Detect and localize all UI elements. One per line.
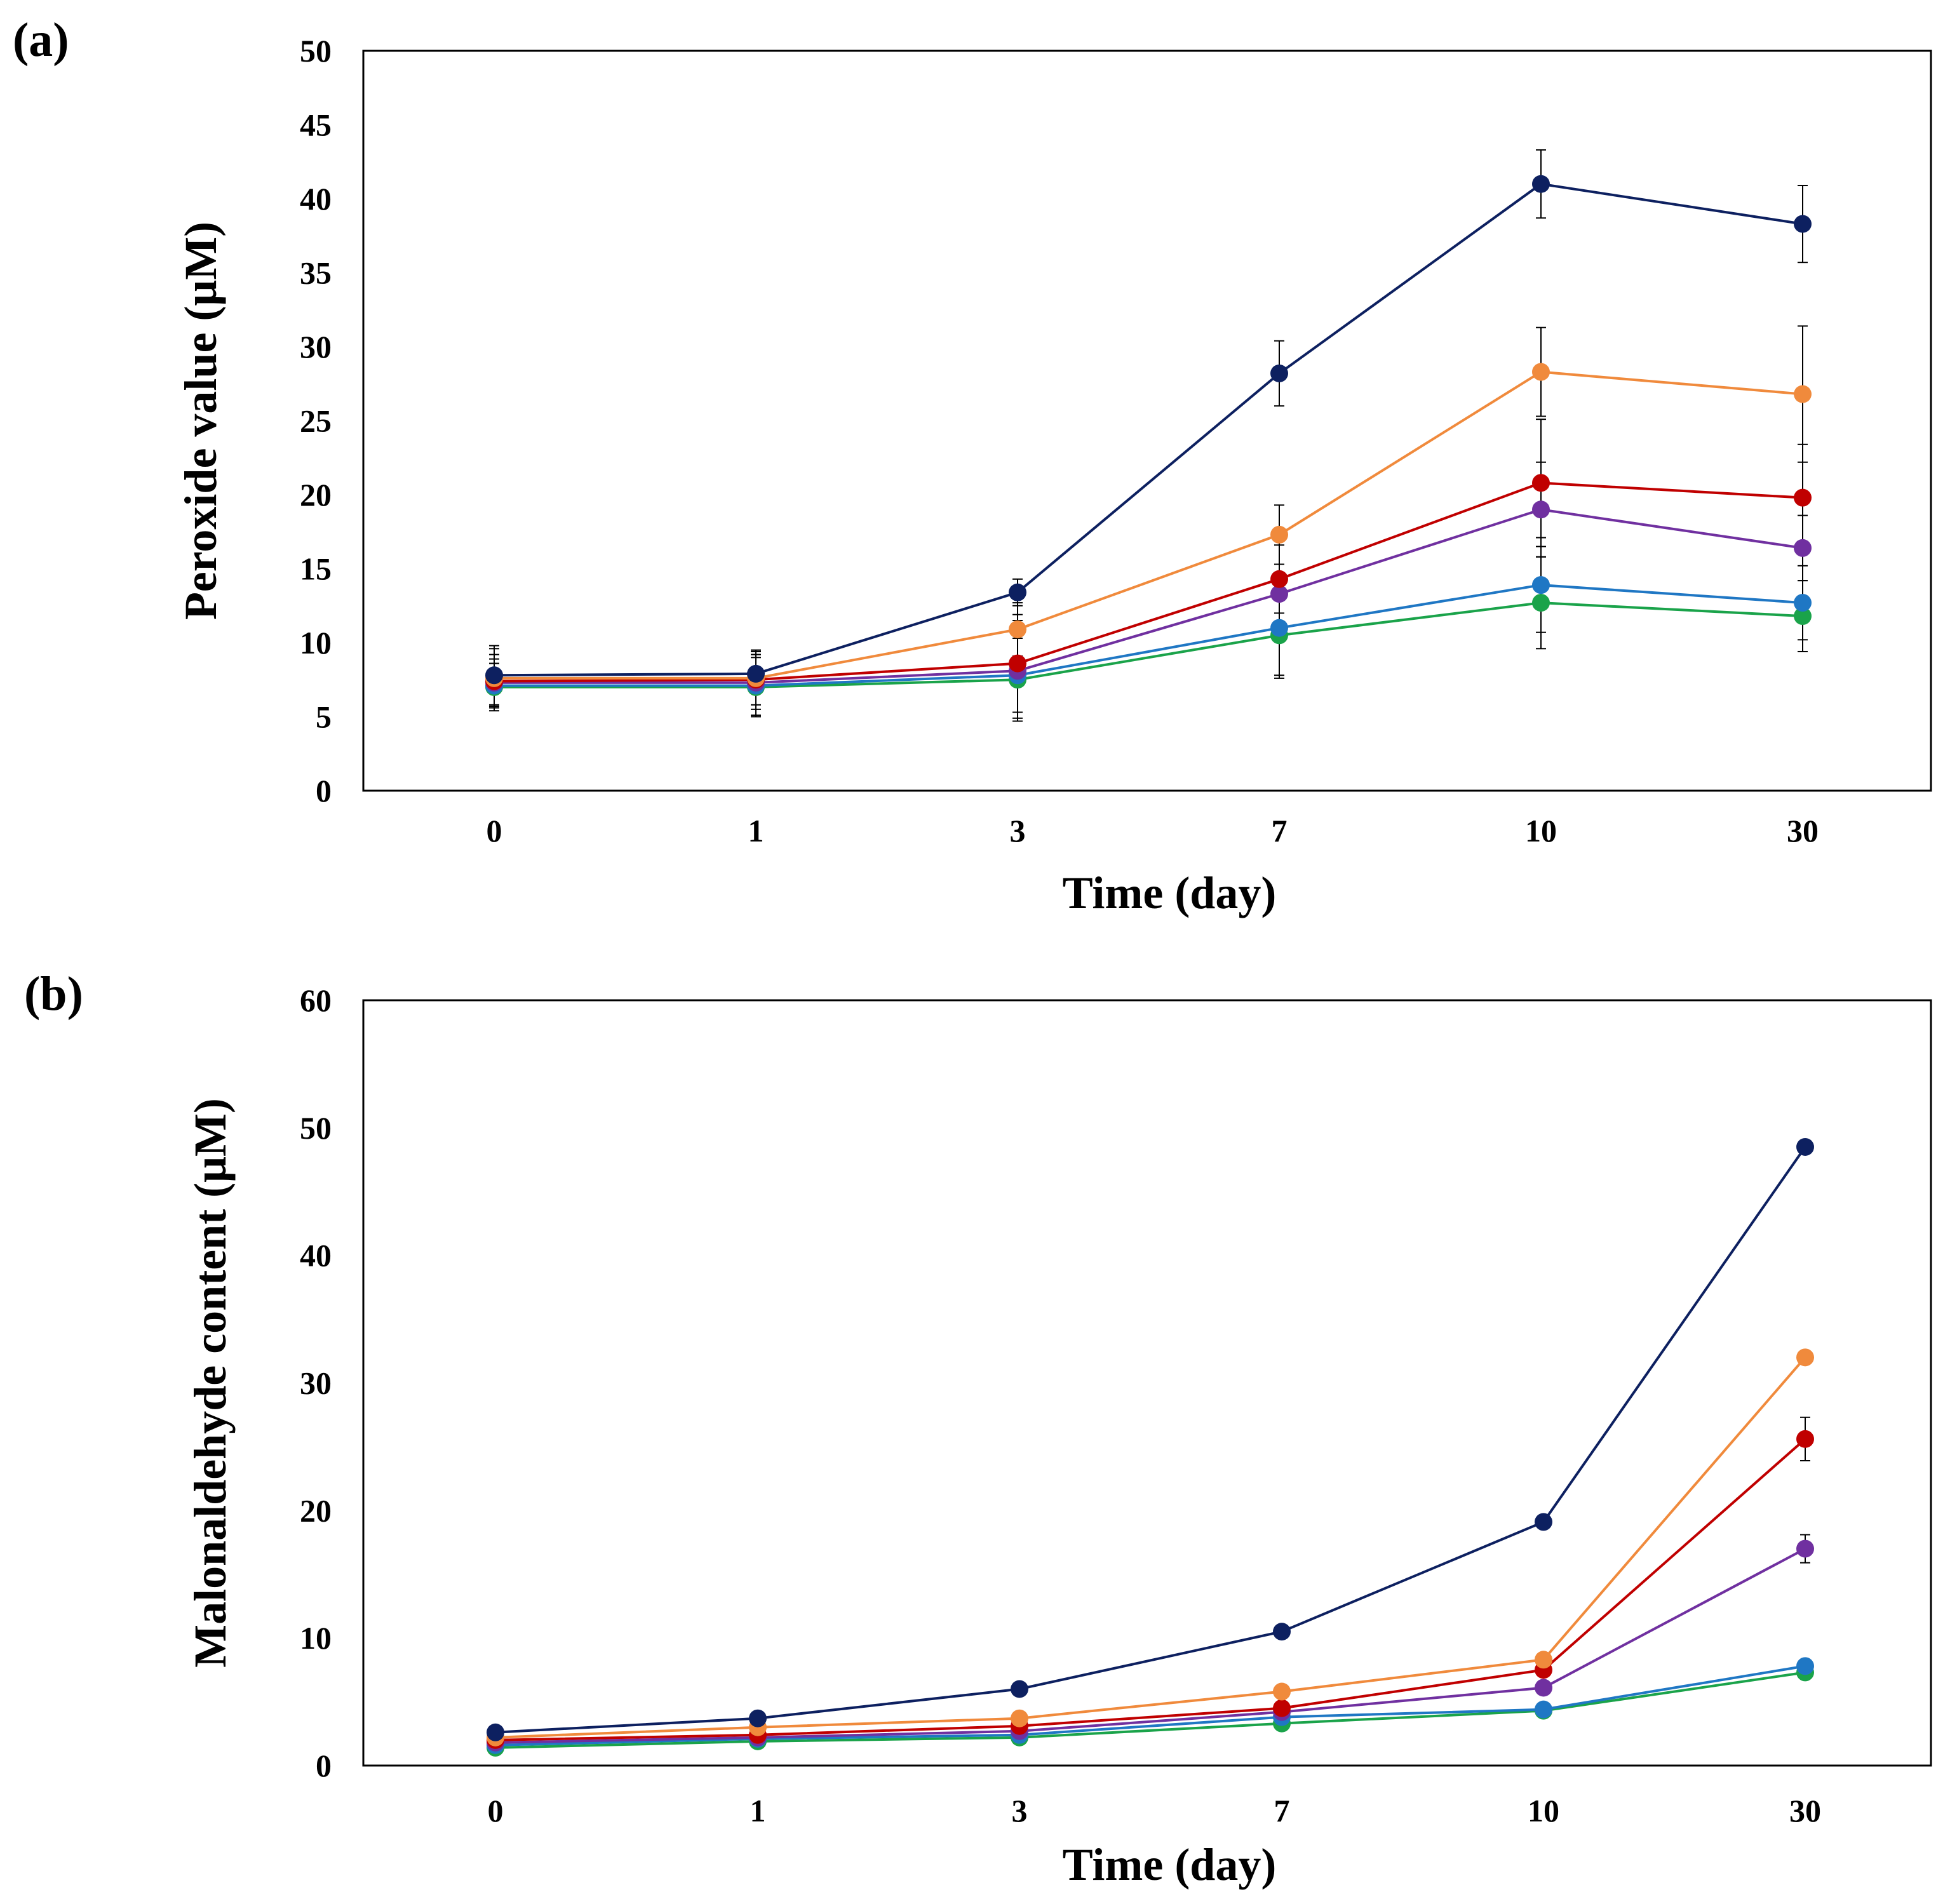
y-tick-label: 40 <box>300 1238 332 1273</box>
data-point <box>1796 1348 1814 1367</box>
x-axis-title: Time (day) <box>1063 1839 1277 1890</box>
data-point <box>1270 570 1288 588</box>
data-point <box>1794 488 1812 507</box>
data-point <box>1532 363 1550 381</box>
x-tick-label: 10 <box>1528 1793 1559 1828</box>
data-point <box>749 1709 767 1727</box>
y-tick-label: 60 <box>300 982 332 1018</box>
data-point <box>1273 1682 1291 1701</box>
series-line <box>495 1547 1806 1744</box>
data-point <box>1796 1657 1814 1675</box>
x-tick-label: 30 <box>1789 1793 1821 1828</box>
data-point <box>1535 1651 1552 1669</box>
series-line <box>494 584 1803 687</box>
series-line <box>495 1146 1806 1734</box>
data-point <box>1532 175 1550 193</box>
series-line <box>494 182 1803 677</box>
data-point <box>487 1723 504 1741</box>
data-point <box>485 666 503 685</box>
y-tick-label: 30 <box>300 329 332 365</box>
series-line <box>495 1357 1806 1739</box>
y-tick-label: 5 <box>316 699 332 735</box>
x-tick-label: 10 <box>1525 813 1557 848</box>
x-tick-label: 1 <box>750 1793 766 1828</box>
y-tick-label: 15 <box>300 551 332 587</box>
x-tick-label: 0 <box>487 813 502 848</box>
x-tick-label: 7 <box>1272 813 1288 848</box>
y-tick-label: 35 <box>300 255 332 291</box>
data-point <box>1532 576 1550 594</box>
plot-area-frame <box>362 999 1932 1767</box>
data-point <box>1532 594 1550 612</box>
x-tick-label: 30 <box>1787 813 1819 848</box>
series-line <box>495 1671 1806 1749</box>
series-line <box>494 601 1803 688</box>
data-point <box>1270 364 1288 382</box>
series-line <box>494 481 1803 683</box>
y-tick-label: 10 <box>300 1620 332 1656</box>
data-point <box>1273 1699 1291 1717</box>
data-point <box>1011 1680 1028 1698</box>
series-line <box>494 508 1803 684</box>
panel-label: (a) <box>13 13 69 67</box>
x-tick-label: 0 <box>488 1793 504 1828</box>
data-point <box>1794 215 1812 233</box>
data-point <box>1009 620 1026 639</box>
y-tick-label: 20 <box>300 1492 332 1528</box>
panel-a-chart: (a) 0 5 10 15 20 25 30 35 40 45 50 0 1 3 7 10 30 Time (day… <box>13 13 1932 918</box>
data-point <box>1794 539 1812 557</box>
y-tick-label: 30 <box>300 1365 332 1401</box>
data-point <box>1009 654 1026 673</box>
series-line <box>494 370 1803 680</box>
x-tick-label: 7 <box>1274 1793 1290 1828</box>
y-tick-label: 10 <box>300 625 332 660</box>
y-tick-label: 25 <box>300 403 332 439</box>
data-point <box>1009 583 1026 601</box>
y-tick-label: 40 <box>300 181 332 217</box>
y-tick-label: 20 <box>300 477 332 513</box>
data-point <box>1796 1539 1814 1558</box>
y-tick-label: 50 <box>300 33 332 69</box>
data-point <box>1794 594 1812 612</box>
x-tick-label: 1 <box>748 813 764 848</box>
y-tick-label: 0 <box>316 1748 332 1783</box>
data-point <box>1270 585 1288 603</box>
data-point <box>1796 1137 1814 1156</box>
data-point <box>1270 619 1288 637</box>
x-tick-label: 3 <box>1010 813 1026 848</box>
series-line <box>495 1665 1806 1746</box>
panel-b-chart: (b) 0 10 20 30 40 50 60 0 1 3 7 10 30 Time (day) Malona… <box>24 967 1932 1890</box>
data-point <box>1273 1623 1291 1641</box>
data-point <box>1796 1430 1814 1448</box>
x-axis-title: Time (day) <box>1063 868 1277 918</box>
data-point <box>1270 525 1288 544</box>
data-point <box>1535 1700 1552 1719</box>
data-point <box>1535 1679 1552 1697</box>
data-point <box>747 664 765 683</box>
x-tick-label: 3 <box>1012 1793 1028 1828</box>
data-point <box>1532 474 1550 492</box>
y-tick-label: 0 <box>316 773 332 808</box>
data-point <box>1794 607 1812 626</box>
y-tick-label: 45 <box>300 107 332 143</box>
plot-area-frame <box>362 50 1932 792</box>
panel-label: (b) <box>24 967 83 1021</box>
data-point <box>1535 1513 1552 1531</box>
data-point <box>1011 1709 1028 1727</box>
series-line <box>495 1438 1806 1741</box>
y-tick-label: 50 <box>300 1110 332 1146</box>
y-axis-title: Malonaldehyde content (μM) <box>185 1098 236 1668</box>
y-axis-title: Peroxide value (μM) <box>175 222 226 620</box>
data-point <box>1794 385 1812 403</box>
data-point <box>1532 500 1550 519</box>
